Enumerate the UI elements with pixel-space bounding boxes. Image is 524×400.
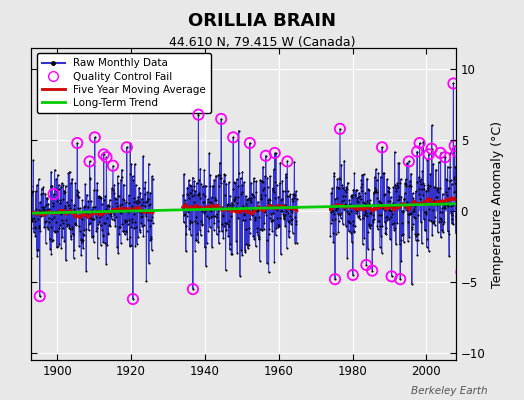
Point: [246, 140, 254, 146]
Point: [378, 144, 386, 150]
Point: [49, 191, 58, 197]
Point: [462, 162, 470, 169]
Point: [405, 158, 413, 165]
Text: Berkeley Earth: Berkeley Earth: [411, 386, 487, 396]
Point: [348, 272, 357, 278]
Point: [453, 148, 461, 155]
Point: [123, 144, 131, 150]
Point: [451, 143, 459, 149]
Y-axis label: Temperature Anomaly (°C): Temperature Anomaly (°C): [491, 120, 504, 288]
Point: [109, 162, 117, 169]
Point: [441, 154, 449, 160]
Point: [436, 150, 445, 156]
Point: [387, 273, 396, 280]
Point: [424, 151, 433, 158]
Point: [217, 116, 225, 122]
Point: [283, 158, 291, 165]
Point: [457, 269, 466, 275]
Point: [449, 80, 457, 87]
Text: ORILLIA BRAIN: ORILLIA BRAIN: [188, 12, 336, 30]
Point: [73, 140, 81, 146]
Point: [336, 126, 344, 132]
Point: [460, 158, 468, 165]
Point: [229, 134, 237, 140]
Point: [36, 293, 44, 299]
Point: [100, 151, 108, 158]
Point: [368, 268, 376, 274]
Point: [261, 152, 270, 159]
Point: [270, 150, 279, 156]
Point: [428, 146, 436, 152]
Point: [129, 296, 137, 302]
Point: [91, 134, 99, 140]
Point: [189, 286, 197, 292]
Point: [416, 140, 424, 146]
Point: [396, 276, 405, 282]
Legend: Raw Monthly Data, Quality Control Fail, Five Year Moving Average, Long-Term Tren: Raw Monthly Data, Quality Control Fail, …: [37, 53, 211, 113]
Point: [102, 154, 111, 160]
Point: [331, 276, 339, 282]
Point: [413, 148, 421, 155]
Point: [362, 262, 370, 268]
Point: [85, 158, 94, 165]
Point: [194, 112, 203, 118]
Text: 44.610 N, 79.415 W (Canada): 44.610 N, 79.415 W (Canada): [169, 36, 355, 49]
